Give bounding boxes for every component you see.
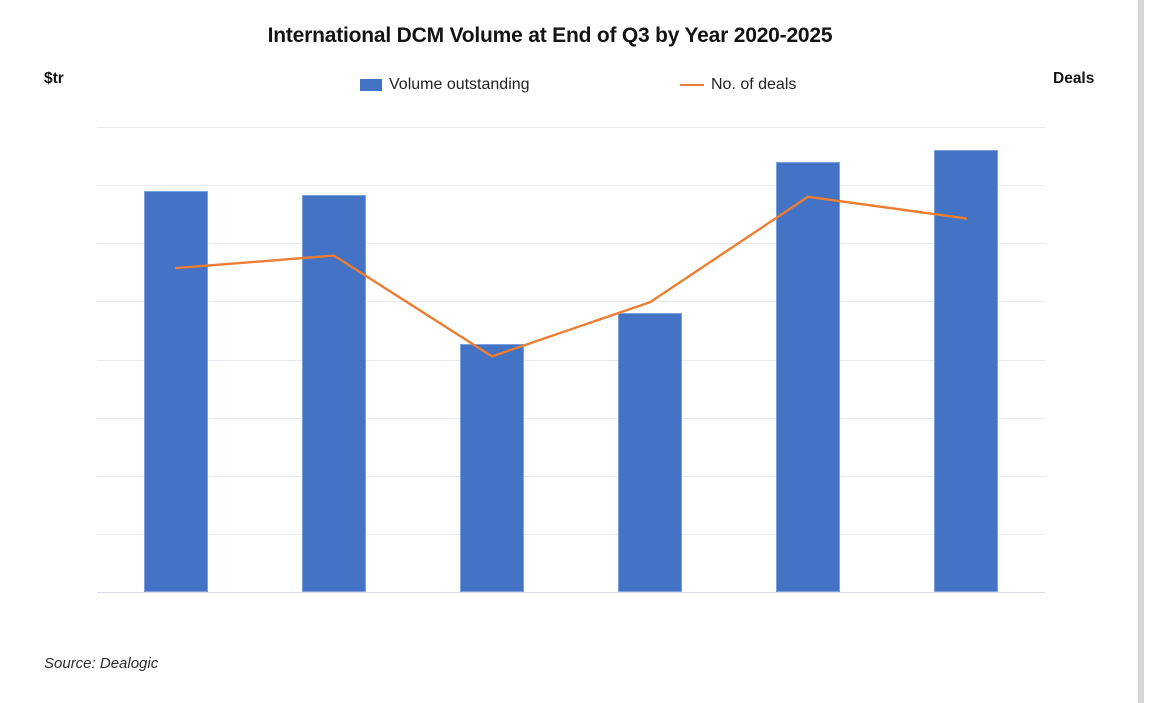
bar-2022[interactable] — [460, 343, 524, 592]
plot-area: 1614121086420 3,0002,5002,0001,5001,0005… — [97, 127, 1045, 593]
left-axis-title: $tr — [44, 70, 64, 87]
page-right-edge — [1138, 0, 1144, 703]
legend-item-volume-outstanding[interactable]: Volume outstanding — [360, 73, 530, 97]
chart-legend: Volume outstanding No. of deals — [360, 73, 830, 97]
bar-2025[interactable] — [934, 150, 998, 592]
deals-polyline — [174, 195, 968, 358]
legend-label-volume-outstanding: Volume outstanding — [389, 76, 530, 93]
source-note: Source: Dealogic — [44, 655, 159, 672]
gridline — [97, 359, 1045, 361]
bar-2020[interactable] — [144, 190, 208, 592]
legend-label-no-of-deals: No. of deals — [711, 76, 797, 93]
gridline — [97, 127, 1045, 128]
legend-item-no-of-deals[interactable]: No. of deals — [680, 73, 796, 97]
legend-bar-swatch-icon — [360, 79, 382, 91]
bar-2021[interactable] — [302, 195, 366, 592]
chart-title: International DCM Volume at End of Q3 by… — [267, 24, 833, 47]
gridline — [97, 243, 1045, 245]
gridline — [97, 475, 1045, 477]
bar-2024[interactable] — [776, 161, 840, 592]
gridline — [97, 301, 1045, 303]
bar-2023[interactable] — [618, 313, 682, 592]
gridline — [97, 185, 1045, 187]
right-axis-title: Deals — [1053, 70, 1095, 87]
gridline — [97, 417, 1045, 419]
legend-line-swatch-icon — [680, 84, 704, 86]
gridline — [97, 592, 1045, 593]
gridline — [97, 533, 1045, 535]
